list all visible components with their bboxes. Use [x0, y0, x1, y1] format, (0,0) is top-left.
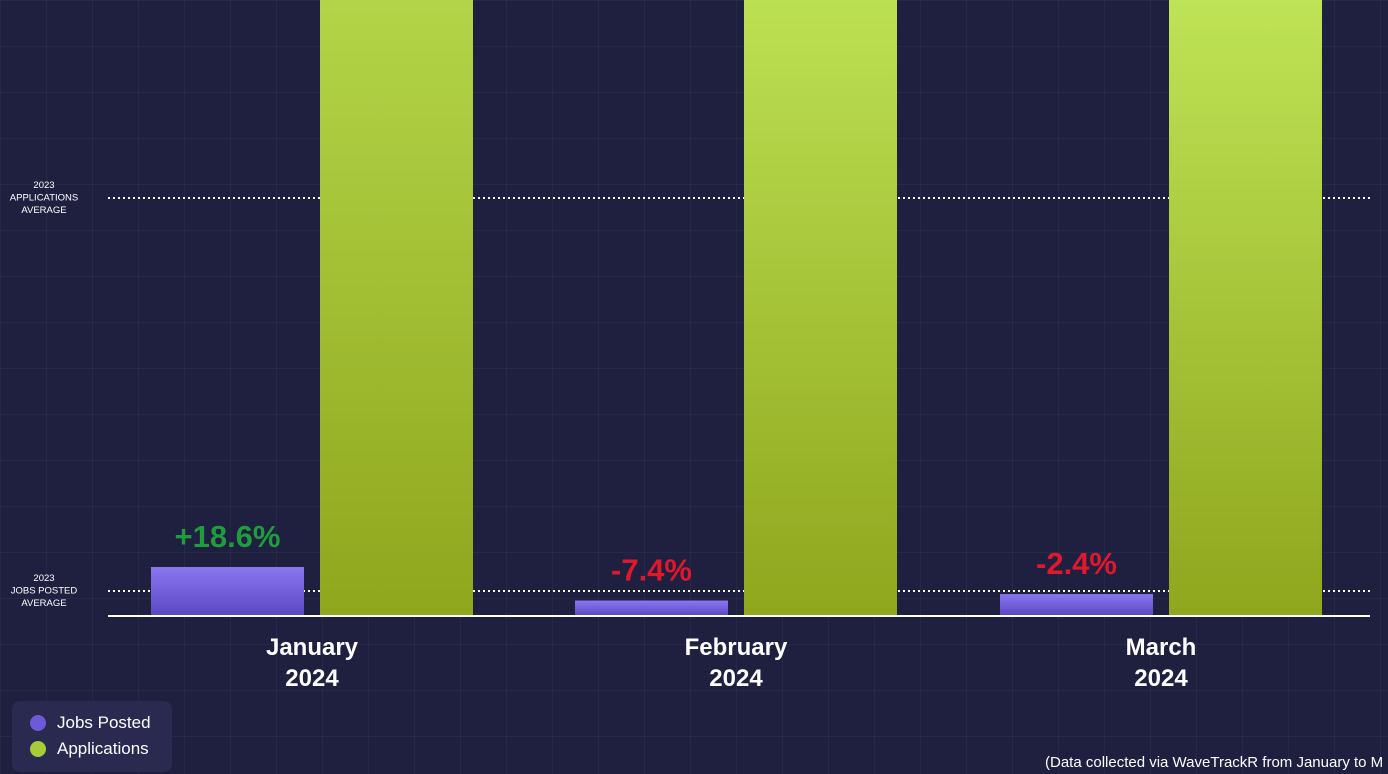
legend-label-applications: Applications: [57, 739, 149, 758]
data-source-footnote: (Data collected via WaveTrackR from Janu…: [1045, 754, 1384, 771]
data-label-jobs-posted-2: -2.4%: [1036, 546, 1117, 581]
reference-label-0-1: APPLICATIONS: [10, 193, 78, 204]
legend-item-applications: Applications: [30, 736, 172, 762]
chart-legend: Jobs Posted Applications: [12, 701, 172, 772]
bar-jobs-posted-1: [575, 600, 728, 615]
reference-label-1-2: AVERAGE: [21, 598, 66, 609]
reference-label-1-1: JOBS POSTED: [11, 586, 78, 597]
reference-label-1-0: 2023: [33, 573, 54, 584]
category-label-1-line1: February: [685, 634, 788, 661]
category-label-2-line2: 2024: [1134, 665, 1188, 692]
bar-jobs-posted-2: [1000, 594, 1153, 615]
legend-swatch-jobs-posted: [30, 715, 46, 731]
data-label-jobs-posted-1: -7.4%: [611, 553, 692, 588]
legend-label-jobs-posted: Jobs Posted: [57, 713, 151, 732]
category-label-2-line1: March: [1126, 634, 1197, 661]
category-label-0-line2: 2024: [285, 665, 339, 692]
category-label-0-line1: January: [266, 634, 359, 661]
category-label-1-line2: 2024: [709, 665, 763, 692]
legend-item-jobs-posted: Jobs Posted: [30, 710, 172, 736]
legend-swatch-applications: [30, 741, 46, 757]
reference-label-0-2: AVERAGE: [21, 205, 66, 216]
bar-applications-1: [744, 0, 897, 616]
bar-applications-0: [320, 0, 473, 616]
reference-label-0-0: 2023: [33, 180, 54, 191]
data-label-jobs-posted-0: +18.6%: [174, 519, 280, 554]
bar-applications-2: [1169, 0, 1322, 616]
bar-jobs-posted-0: [151, 567, 304, 615]
